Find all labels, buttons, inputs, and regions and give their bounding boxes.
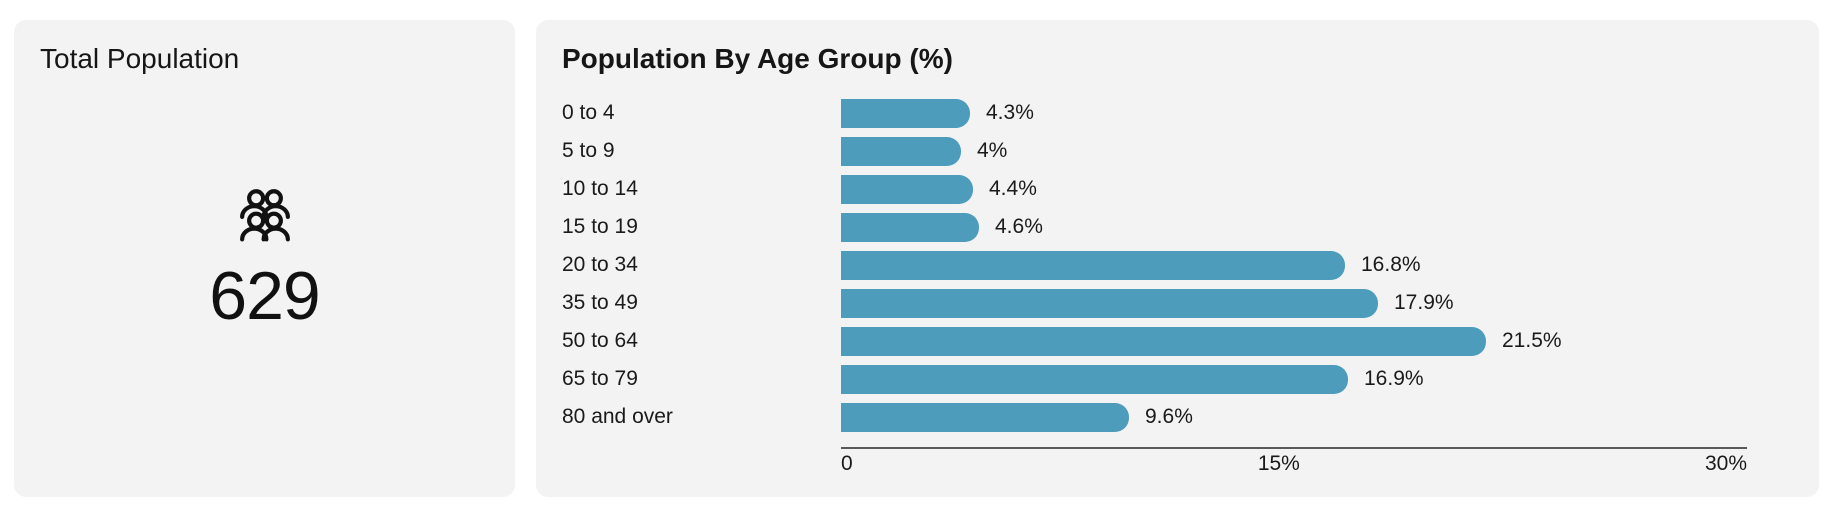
age-group-bar-chart: 0 to 4 4.3% 5 to 9 4% 10 to 14 4.4% 15 to 19 4.… [562,94,1793,436]
bar-value-label: 9.6% [1145,405,1193,428]
age-group-label: 20 to 34 [562,253,638,276]
age-group-label: 5 to 9 [562,139,615,162]
chart-row: 0 to 4 4.3% [562,94,1793,132]
chart-row: 5 to 9 4% [562,132,1793,170]
chart-row: 15 to 19 4.6% [562,208,1793,246]
age-group-label: 15 to 19 [562,215,638,238]
chart-row: 10 to 14 4.4% [562,170,1793,208]
x-tick-min: 0 [841,452,853,475]
total-population-kpi: 629 [14,188,515,330]
bar [841,364,1348,394]
bar [841,136,961,166]
chart-row: 20 to 34 16.8% [562,246,1793,284]
bar [841,212,979,242]
bar-value-label: 4.3% [986,101,1034,124]
bar-value-label: 16.8% [1361,253,1421,276]
total-population-card: Total Population 629 [14,20,515,497]
bar-value-label: 4% [977,139,1008,162]
age-group-label: 35 to 49 [562,291,638,314]
x-axis-line [841,447,1747,449]
chart-row: 35 to 49 17.9% [562,284,1793,322]
age-group-label: 10 to 14 [562,177,638,200]
bar-value-label: 17.9% [1394,291,1454,314]
age-group-chart-title: Population By Age Group (%) [562,43,953,74]
bar [841,326,1486,356]
x-axis: 0 15% 30% [841,447,1747,476]
bar [841,250,1345,280]
bar [841,174,973,204]
bar-value-label: 21.5% [1502,329,1562,352]
x-axis-ticks: 0 15% 30% [841,451,1747,476]
people-group-icon [237,188,293,244]
age-group-label: 80 and over [562,405,673,428]
age-group-chart-card: Population By Age Group (%) 0 to 4 4.3% 5 … [536,20,1819,497]
age-group-label: 65 to 79 [562,367,638,390]
total-population-title: Total Population [40,43,240,74]
age-group-label: 50 to 64 [562,329,638,352]
chart-row: 65 to 79 16.9% [562,360,1793,398]
total-population-value: 629 [209,258,320,334]
x-tick-max: 30% [1704,452,1747,475]
bar-value-label: 16.9% [1364,367,1424,390]
bar-value-label: 4.6% [995,215,1043,238]
x-tick-mid: 15% [1257,452,1300,475]
bar-value-label: 4.4% [989,177,1037,200]
chart-row: 80 and over 9.6% [562,398,1793,436]
chart-row: 50 to 64 21.5% [562,322,1793,360]
bar [841,98,970,128]
bar [841,402,1129,432]
bar [841,288,1378,318]
age-group-label: 0 to 4 [562,101,615,124]
